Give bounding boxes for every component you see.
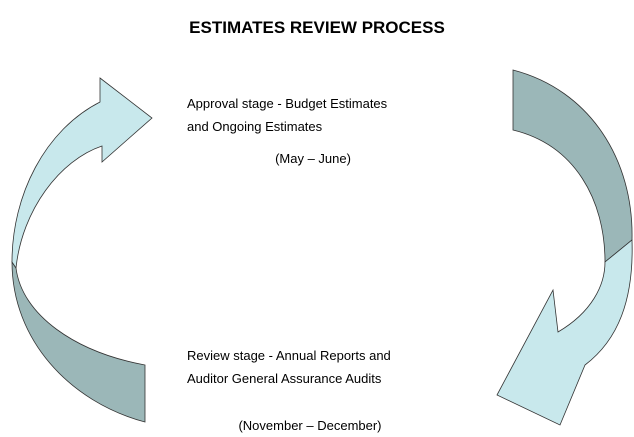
review-period: (November – December) (238, 418, 381, 433)
review-line: Auditor General Assurance Audits (187, 371, 382, 386)
left-arrow-lower (11, 260, 146, 423)
approval-period: (May – June) (275, 151, 351, 166)
approval-line: and Ongoing Estimates (187, 119, 323, 134)
title: ESTIMATES REVIEW PROCESS (189, 18, 445, 37)
review-line: Review stage - Annual Reports and (187, 348, 391, 363)
right-arrow-upper (512, 69, 633, 263)
approval-line: Approval stage - Budget Estimates (187, 96, 388, 111)
left-arrow-upper (11, 77, 153, 270)
right-arrow-lower (496, 239, 633, 426)
